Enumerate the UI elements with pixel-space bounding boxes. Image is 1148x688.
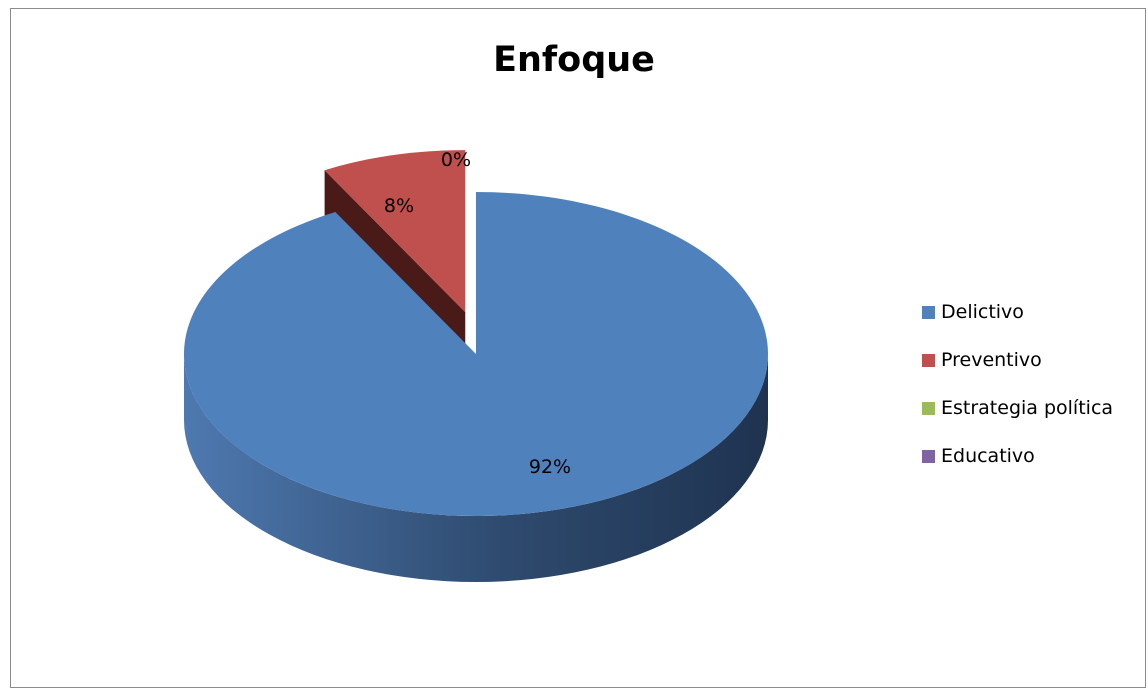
legend-swatch bbox=[922, 401, 935, 415]
legend-label: Estrategia política bbox=[941, 397, 1114, 419]
legend-item-educativo: Educativo bbox=[922, 444, 1113, 468]
data-label-delictivo: 92% bbox=[529, 456, 571, 478]
legend-swatch bbox=[922, 449, 935, 463]
legend-item-delictivo: Delictivo bbox=[922, 300, 1113, 324]
data-label-preventivo: 8% bbox=[384, 195, 414, 217]
legend-label: Educativo bbox=[941, 445, 1035, 467]
legend-label: Delictivo bbox=[941, 301, 1024, 323]
slice-side-delictivo bbox=[184, 354, 768, 582]
legend-item-estrategia-politica: Estrategia política bbox=[922, 396, 1113, 420]
legend-label: Preventivo bbox=[941, 349, 1042, 371]
data-label-estrategia-pol-tica: 0% bbox=[441, 149, 471, 171]
chart-title: Enfoque bbox=[493, 40, 655, 80]
legend-swatch bbox=[922, 353, 935, 367]
legend: Delictivo Preventivo Estrategia política… bbox=[922, 300, 1113, 492]
legend-item-preventivo: Preventivo bbox=[922, 348, 1113, 372]
slice-delictivo bbox=[184, 192, 769, 516]
legend-swatch bbox=[922, 305, 935, 319]
slice-preventivo bbox=[324, 150, 466, 313]
